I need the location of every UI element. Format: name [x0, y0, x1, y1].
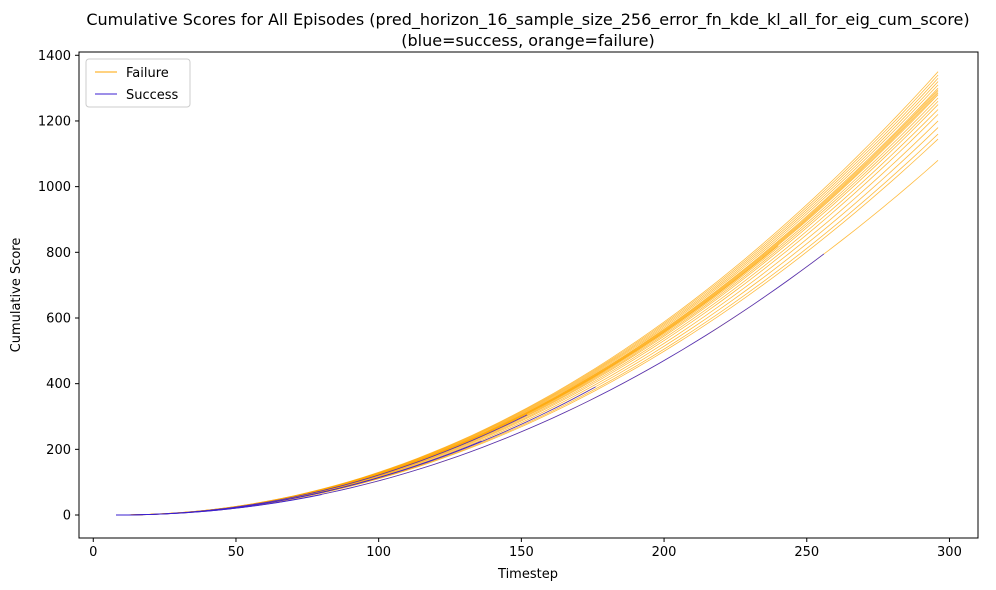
legend-label-success: Success	[126, 88, 179, 103]
legend-label-failure: Failure	[126, 66, 169, 81]
legend-box	[85, 58, 191, 108]
y-axis-label: Cumulative Score	[9, 238, 24, 353]
y-tick-label: 0	[63, 509, 71, 524]
y-tick-label: 1000	[38, 180, 71, 195]
y-tick-label: 1400	[38, 49, 71, 64]
plot-lines	[116, 71, 939, 516]
y-tick-label: 800	[46, 246, 71, 261]
x-tick-label: 200	[652, 545, 677, 560]
legend: Failure Success	[85, 58, 191, 108]
x-tick-label: 150	[509, 545, 534, 560]
y-axis-ticks: 0 200 400 600 800 1000 1200 1400	[38, 49, 79, 524]
x-tick-label: 250	[794, 545, 819, 560]
plot-frame	[78, 51, 979, 539]
x-axis-label: Timestep	[497, 567, 558, 582]
x-tick-label: 0	[89, 545, 97, 560]
chart-title: Cumulative Scores for All Episodes (pred…	[86, 10, 969, 30]
x-axis-ticks: 0 50 100 150 200 250 300	[89, 538, 962, 560]
chart-subtitle: (blue=success, orange=failure)	[401, 31, 655, 50]
y-tick-label: 400	[46, 377, 71, 392]
y-tick-label: 600	[46, 311, 71, 326]
x-tick-label: 100	[366, 545, 391, 560]
y-tick-label: 1200	[38, 114, 71, 129]
y-tick-label: 200	[46, 443, 71, 458]
x-tick-label: 50	[228, 545, 245, 560]
x-tick-label: 300	[937, 545, 962, 560]
success-episode-line	[116, 494, 322, 516]
